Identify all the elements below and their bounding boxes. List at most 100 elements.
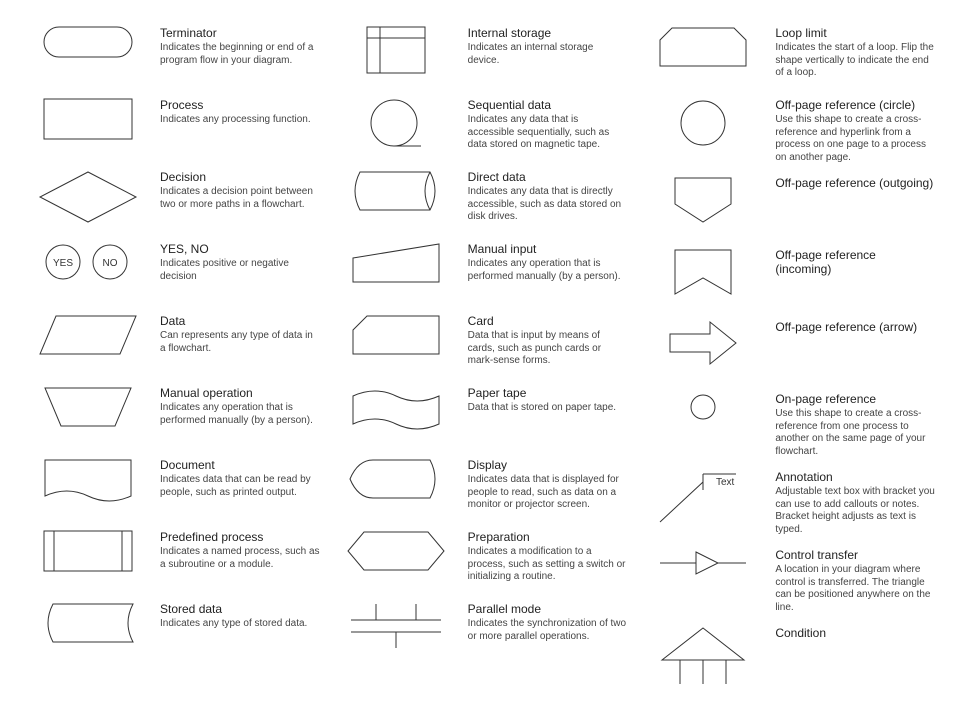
desc: Indicates any type of stored data. <box>160 618 320 631</box>
desc: Indicates any operation that is performe… <box>160 402 320 427</box>
manual-input-icon <box>336 242 456 284</box>
svg-text:NO: NO <box>103 258 118 269</box>
desc: Indicates data that is displayed for peo… <box>468 474 628 512</box>
title: Off-page reference (circle) <box>775 98 935 112</box>
off-page-outgoing-icon <box>643 176 763 224</box>
desc: A location in your diagram where control… <box>775 564 935 614</box>
svg-text:YES: YES <box>53 258 73 269</box>
item-off-page-incoming: Off-page reference (incoming) <box>635 242 943 314</box>
terminator-icon <box>28 26 148 58</box>
title: Annotation <box>775 470 935 484</box>
desc: Indicates a named process, such as a sub… <box>160 546 320 571</box>
internal-storage-icon <box>336 26 456 74</box>
item-paper-tape: Paper tape Data that is stored on paper … <box>328 380 636 452</box>
desc: Indicates any data that is accessible se… <box>468 114 628 152</box>
item-preparation: Preparation Indicates a modification to … <box>328 524 636 596</box>
desc: Data that is input by means of cards, su… <box>468 330 628 368</box>
stored-data-icon <box>28 602 148 644</box>
item-sequential-data: Sequential data Indicates any data that … <box>328 92 636 164</box>
title: Manual operation <box>160 386 320 400</box>
title: Paper tape <box>468 386 628 400</box>
desc: Indicates any data that is directly acce… <box>468 186 628 224</box>
data-icon <box>28 314 148 356</box>
item-process: Process Indicates any processing functio… <box>20 92 328 164</box>
direct-data-icon <box>336 170 456 212</box>
title: Document <box>160 458 320 472</box>
desc: Indicates a decision point between two o… <box>160 186 320 211</box>
title: Internal storage <box>468 26 628 40</box>
title: YES, NO <box>160 242 320 256</box>
item-terminator: Terminator Indicates the beginning or en… <box>20 20 328 92</box>
title: Decision <box>160 170 320 184</box>
item-on-page-reference: On-page reference Use this shape to crea… <box>635 386 943 464</box>
control-transfer-icon <box>643 548 763 578</box>
item-off-page-outgoing: Off-page reference (outgoing) <box>635 170 943 242</box>
item-parallel-mode: Parallel mode Indicates the synchronizat… <box>328 596 636 668</box>
desc: Indicates the beginning or end of a prog… <box>160 42 320 67</box>
item-display: Display Indicates data that is displayed… <box>328 452 636 524</box>
parallel-mode-icon <box>336 602 456 650</box>
desc: Data that is stored on paper tape. <box>468 402 628 415</box>
off-page-circle-icon <box>643 98 763 148</box>
column-1: Terminator Indicates the beginning or en… <box>20 20 328 692</box>
title: Stored data <box>160 602 320 616</box>
item-annotation: Text Annotation Adjustable text box with… <box>635 464 943 542</box>
title: Card <box>468 314 628 328</box>
column-3: Loop limit Indicates the start of a loop… <box>635 20 943 692</box>
title: Off-page reference (incoming) <box>775 248 935 276</box>
item-data: Data Can represents any type of data in … <box>20 308 328 380</box>
title: Off-page reference (arrow) <box>775 320 935 334</box>
title: Display <box>468 458 628 472</box>
desc: Adjustable text box with bracket you can… <box>775 486 935 536</box>
item-card: Card Data that is input by means of card… <box>328 308 636 380</box>
manual-operation-icon <box>28 386 148 428</box>
item-off-page-circle: Off-page reference (circle) Use this sha… <box>635 92 943 170</box>
process-icon <box>28 98 148 140</box>
title: Preparation <box>468 530 628 544</box>
item-off-page-arrow: Off-page reference (arrow) <box>635 314 943 386</box>
title: Control transfer <box>775 548 935 562</box>
paper-tape-icon <box>336 386 456 434</box>
item-internal-storage: Internal storage Indicates an internal s… <box>328 20 636 92</box>
desc: Indicates any processing function. <box>160 114 320 127</box>
title: Sequential data <box>468 98 628 112</box>
title: Direct data <box>468 170 628 184</box>
sequential-data-icon <box>336 98 456 150</box>
item-manual-operation: Manual operation Indicates any operation… <box>20 380 328 452</box>
title: Terminator <box>160 26 320 40</box>
title: Manual input <box>468 242 628 256</box>
item-loop-limit: Loop limit Indicates the start of a loop… <box>635 20 943 92</box>
item-decision: Decision Indicates a decision point betw… <box>20 164 328 236</box>
desc: Indicates any operation that is performe… <box>468 258 628 283</box>
desc: Indicates an internal storage device. <box>468 42 628 67</box>
item-stored-data: Stored data Indicates any type of stored… <box>20 596 328 668</box>
item-yesno: YES NO YES, NO Indicates positive or neg… <box>20 236 328 308</box>
item-manual-input: Manual input Indicates any operation tha… <box>328 236 636 308</box>
item-direct-data: Direct data Indicates any data that is d… <box>328 164 636 236</box>
item-document: Document Indicates data that can be read… <box>20 452 328 524</box>
document-icon <box>28 458 148 506</box>
loop-limit-icon <box>643 26 763 68</box>
symbol-grid: Terminator Indicates the beginning or en… <box>20 20 943 692</box>
condition-icon <box>643 626 763 686</box>
title: Process <box>160 98 320 112</box>
desc: Indicates a modification to a process, s… <box>468 546 628 584</box>
off-page-incoming-icon <box>643 248 763 296</box>
decision-icon <box>28 170 148 224</box>
item-predefined-process: Predefined process Indicates a named pro… <box>20 524 328 596</box>
desc: Use this shape to create a cross-referen… <box>775 408 935 458</box>
title: Off-page reference (outgoing) <box>775 176 935 190</box>
desc: Indicates positive or negative decision <box>160 258 320 283</box>
desc: Indicates the start of a loop. Flip the … <box>775 42 935 80</box>
column-2: Internal storage Indicates an internal s… <box>328 20 636 692</box>
title: Predefined process <box>160 530 320 544</box>
annotation-icon: Text <box>643 470 763 524</box>
on-page-reference-icon <box>643 392 763 422</box>
title: Parallel mode <box>468 602 628 616</box>
desc: Indicates the synchronization of two or … <box>468 618 628 643</box>
item-condition: Condition <box>635 620 943 692</box>
title: Data <box>160 314 320 328</box>
title: Loop limit <box>775 26 935 40</box>
predefined-process-icon <box>28 530 148 572</box>
item-control-transfer: Control transfer A location in your diag… <box>635 542 943 620</box>
